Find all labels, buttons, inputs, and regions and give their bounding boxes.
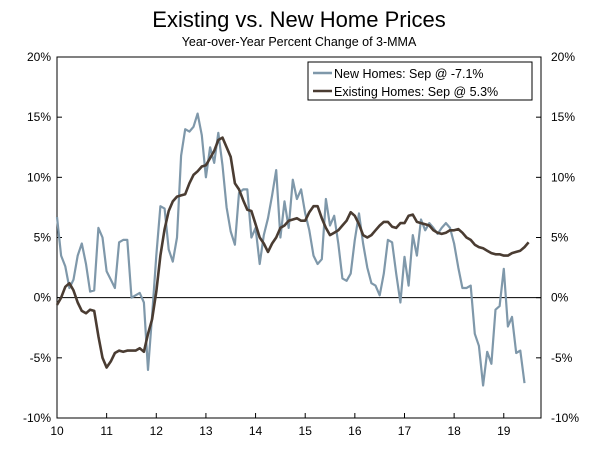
series-line-existing-homes [55,136,530,369]
y-tick-label-right: 20% [551,50,575,64]
y-tick-label-right: -5% [551,351,573,365]
x-tick-label: 13 [199,424,213,438]
chart-title: Existing vs. New Home Prices [152,7,445,32]
legend: New Homes: Sep @ -7.1% Existing Homes: S… [307,61,533,101]
y-tick-label-right: 10% [551,170,575,184]
series-layer [55,112,530,387]
y-tick-label-right: 0% [551,291,569,305]
x-tick-label: 17 [398,424,412,438]
y-tick-label-right: 15% [551,110,575,124]
y-tick-label-left: 5% [34,231,52,245]
legend-label-existing-homes: Existing Homes: Sep @ 5.3% [334,85,498,99]
series-line-new-homes [55,112,526,387]
x-tick-label: 16 [348,424,362,438]
y-tick-label-left: 0% [34,291,52,305]
x-tick-label: 19 [497,424,511,438]
y-tick-label-left: 10% [27,170,51,184]
y-tick-label-left: -5% [30,351,52,365]
x-tick-label: 12 [150,424,164,438]
y-tick-label-right: -10% [551,411,579,425]
x-tick-label: 14 [249,424,263,438]
x-tick-label: 15 [299,424,313,438]
x-axis: 10 11 12 13 14 15 16 17 18 19 [50,413,511,438]
y-axis-left: 20% 15% 10% 5% 0% -5% -10% [23,50,62,425]
legend-label-new-homes: New Homes: Sep @ -7.1% [334,67,484,81]
legend-box [307,61,533,101]
y-tick-label-left: 20% [27,50,51,64]
chart-subtitle: Year-over-Year Percent Change of 3-MMA [182,35,417,49]
y-tick-label-left: -10% [23,411,51,425]
y-tick-label-left: 15% [27,110,51,124]
x-tick-label: 18 [447,424,461,438]
x-tick-label: 10 [50,424,64,438]
y-tick-label-right: 5% [551,231,569,245]
y-axis-right: 20% 15% 10% 5% 0% -5% -10% [536,50,579,425]
x-tick-label: 11 [100,424,113,438]
